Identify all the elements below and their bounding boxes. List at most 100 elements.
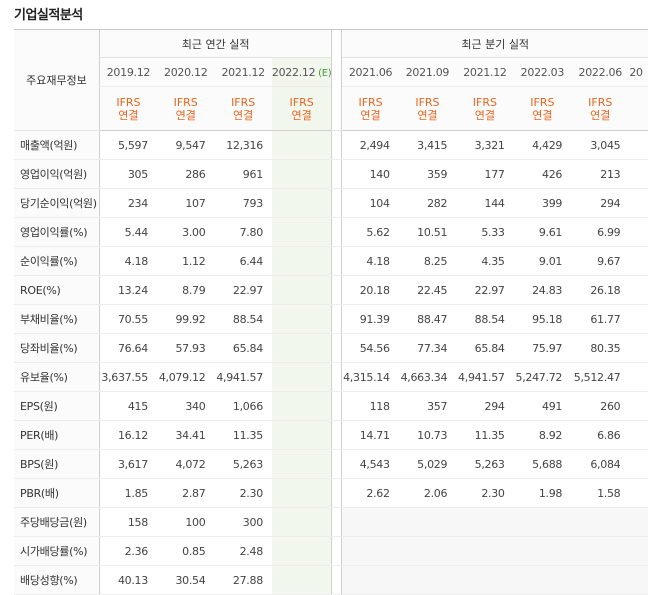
cell-quarter: 282 — [398, 188, 457, 218]
cell-quarter: 5,247.72 — [513, 362, 572, 392]
cell-quarter: 91.39 — [341, 304, 399, 334]
quarter-group-header: 최근 분기 실적 — [341, 29, 648, 58]
cell-annual: 70.55 — [98, 304, 157, 334]
cell-quarter — [398, 565, 457, 595]
annual-group-header: 최근 연간 실적 — [98, 29, 332, 58]
cell-quarter: 61.77 — [571, 304, 630, 334]
accounting-standard-ifrs: IFRS — [472, 95, 497, 109]
cell-quarter: 357 — [398, 391, 457, 421]
table-row: 시가배당률(%) 2.36 0.85 2.48 — [14, 536, 648, 566]
cell-quarter: 2.30 — [456, 478, 514, 508]
group-gap — [331, 565, 343, 595]
cell-annual: 7.80 — [214, 217, 272, 247]
accounting-standard: IFRS 연결 — [456, 86, 514, 131]
cell-quarter — [456, 507, 514, 537]
accounting-standard-ifrs: IFRS — [358, 95, 383, 109]
group-gap — [331, 478, 343, 508]
cell-annual: 3,617 — [98, 449, 157, 479]
cell-annual: 11.35 — [214, 420, 272, 450]
cell-annual: 99.92 — [156, 304, 215, 334]
cell-quarter — [629, 217, 648, 247]
cell-quarter: 1.58 — [571, 478, 630, 508]
cell-annual: 158 — [98, 507, 157, 537]
accounting-standard: IFRS 연결 — [513, 86, 572, 131]
cell-annual: 13.24 — [98, 275, 157, 305]
cell-quarter: 6.86 — [571, 420, 630, 450]
accounting-standard-ifrs: IFRS — [116, 95, 141, 109]
cell-quarter — [398, 507, 457, 537]
accounting-standard-ifrs: IFRS — [415, 95, 440, 109]
cell-quarter — [629, 449, 648, 479]
cell-quarter: 118 — [341, 391, 399, 421]
cell-annual: 16.12 — [98, 420, 157, 450]
accounting-standard-consolidated: 연결 — [360, 108, 381, 122]
cell-quarter — [629, 275, 648, 305]
cell-annual: 57.93 — [156, 333, 215, 363]
cell-annual: 0.85 — [156, 536, 215, 566]
period-header-quarter: 20 — [629, 57, 648, 87]
cell-quarter: 144 — [456, 188, 514, 218]
cell-annual — [271, 188, 332, 218]
group-gap — [331, 507, 343, 537]
cell-annual: 415 — [98, 391, 157, 421]
cell-quarter — [513, 565, 572, 595]
accounting-standard-ifrs: IFRS — [530, 95, 555, 109]
row-label: 당좌비율(%) — [14, 333, 100, 363]
cell-annual: 2.36 — [98, 536, 157, 566]
cell-annual — [271, 333, 332, 363]
cell-annual: 65.84 — [214, 333, 272, 363]
group-gap — [331, 130, 343, 160]
cell-quarter — [629, 246, 648, 276]
group-gap — [331, 333, 343, 363]
period-header-quarter: 2022.03 — [513, 57, 572, 87]
row-label: EPS(원) — [14, 391, 100, 421]
cell-annual: 340 — [156, 391, 215, 421]
accounting-standard: IFRS 연결 — [398, 86, 457, 131]
cell-annual: 22.97 — [214, 275, 272, 305]
cell-annual: 4.18 — [98, 246, 157, 276]
period-header-annual: 2021.12 — [214, 57, 272, 87]
table-row: 당기순이익(억원) 234 107 793 104 282 144 399 294 — [14, 188, 648, 218]
cell-annual: 305 — [98, 159, 157, 189]
cell-quarter: 1.98 — [513, 478, 572, 508]
accounting-standard-ifrs: IFRS — [173, 95, 198, 109]
cell-quarter — [341, 536, 399, 566]
cell-quarter: 5.33 — [456, 217, 514, 247]
group-gap — [331, 217, 343, 247]
cell-quarter: 4,663.34 — [398, 362, 457, 392]
accounting-standard-consolidated: 연결 — [417, 108, 438, 122]
accounting-standard: IFRS 연결 — [271, 86, 332, 131]
cell-quarter: 54.56 — [341, 333, 399, 363]
group-gap — [331, 449, 343, 479]
cell-quarter: 65.84 — [456, 333, 514, 363]
cell-annual: 34.41 — [156, 420, 215, 450]
accounting-standard-consolidated: 연결 — [474, 108, 496, 122]
cell-annual — [271, 565, 332, 595]
row-label: 유보율(%) — [14, 362, 100, 392]
cell-quarter — [629, 362, 648, 392]
cell-annual — [271, 304, 332, 334]
cell-annual: 9,547 — [156, 130, 215, 160]
cell-quarter — [629, 304, 648, 334]
row-label: 영업이익(억원) — [14, 159, 100, 189]
cell-quarter: 4.18 — [341, 246, 399, 276]
cell-quarter: 5,688 — [513, 449, 572, 479]
row-label: 영업이익률(%) — [14, 217, 100, 247]
cell-annual — [271, 391, 332, 421]
row-label: 주당배당금(원) — [14, 507, 100, 537]
cell-quarter: 8.92 — [513, 420, 572, 450]
row-label: 순이익률(%) — [14, 246, 100, 276]
cell-annual: 107 — [156, 188, 215, 218]
cell-annual: 5,263 — [214, 449, 272, 479]
accounting-standard-ifrs: IFRS — [289, 95, 314, 109]
page-title: 기업실적분석 — [14, 8, 83, 23]
cell-annual — [271, 449, 332, 479]
cell-quarter: 2.06 — [398, 478, 457, 508]
group-gap — [331, 188, 343, 218]
cell-quarter: 2,494 — [341, 130, 399, 160]
cell-annual — [271, 420, 332, 450]
table-row: PER(배) 16.12 34.41 11.35 14.71 10.73 11.35 8.92… — [14, 420, 648, 450]
cell-quarter: 294 — [456, 391, 514, 421]
group-gap — [331, 304, 343, 334]
accounting-standard: IFRS 연결 — [98, 86, 157, 131]
